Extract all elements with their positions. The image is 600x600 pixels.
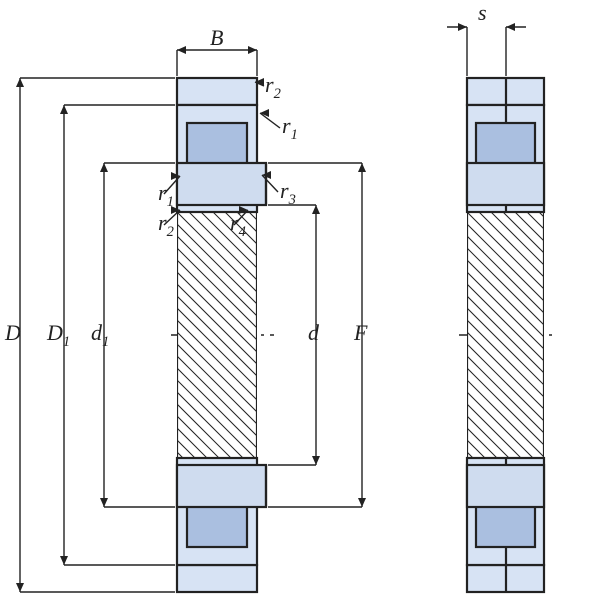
svg-text:D: D <box>4 320 21 345</box>
svg-text:r1: r1 <box>282 113 298 143</box>
svg-text:r2: r2 <box>158 210 174 240</box>
svg-text:r1: r1 <box>158 180 174 210</box>
svg-text:d: d <box>308 320 320 345</box>
svg-text:B: B <box>210 25 223 50</box>
svg-text:F: F <box>353 320 368 345</box>
svg-text:s: s <box>478 0 487 25</box>
svg-text:d1: d1 <box>91 320 109 350</box>
bearing-diagram: BsDD1d1dFr2r1r1r2r3r4 <box>0 0 600 600</box>
svg-text:D1: D1 <box>46 320 70 350</box>
svg-text:r3: r3 <box>280 178 296 208</box>
svg-text:r2: r2 <box>265 72 281 102</box>
